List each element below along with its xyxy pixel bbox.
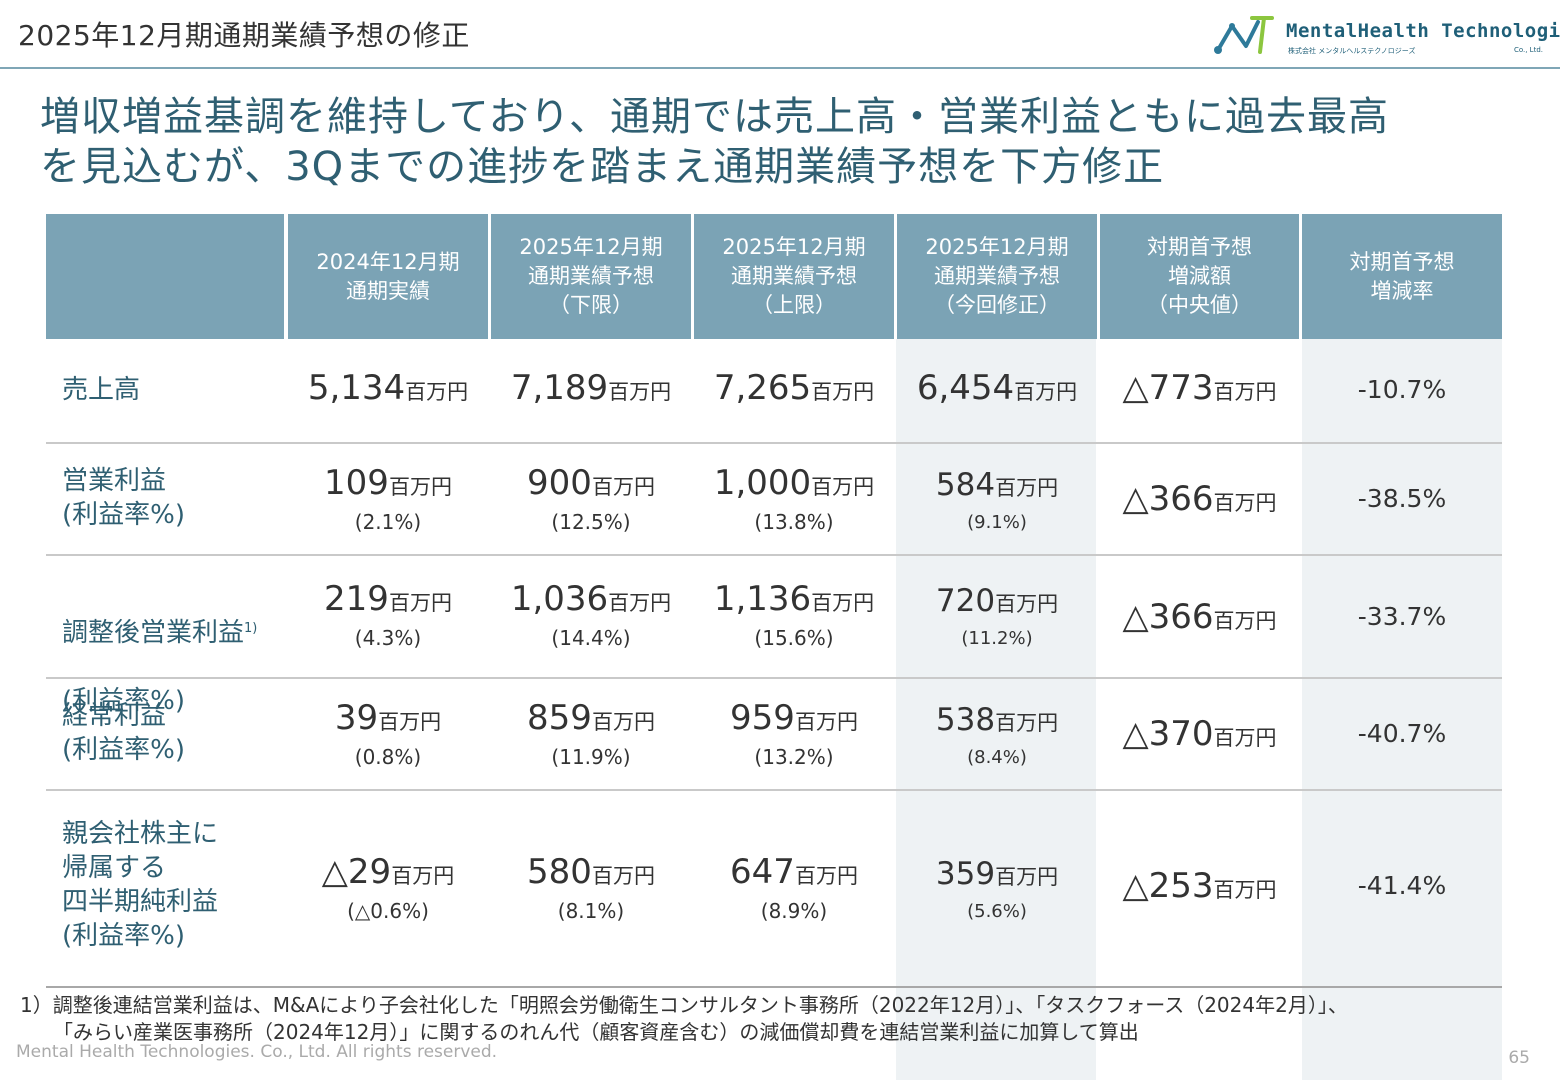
headline: 増収増益基調を維持しており、通期では売上高・営業利益ともに過去最高 を見込むが、…	[40, 92, 1520, 192]
headline-line-1: 増収増益基調を維持しており、通期では売上高・営業利益ともに過去最高	[40, 94, 1389, 140]
col-header-fy2025-upper: 2025年12月期 通期業績予想 （上限）	[694, 214, 894, 339]
row-label: 売上高	[62, 375, 141, 405]
header-title: 2025年12月期通期業績予想の修正	[18, 19, 470, 52]
table-row-operating-profit: 営業利益 (利益率%) 109百万円 (2.1%) 900百万円 (12.5%) 1…	[46, 444, 1502, 556]
row-label: 経常利益 (利益率%)	[62, 701, 185, 765]
table-row-net-income: 親会社株主に 帰属する 四半期純利益 (利益率%) △29百万円 (△0.6%) …	[46, 791, 1502, 988]
col-header-change-amount: 対期首予想 増減額 （中央値）	[1100, 214, 1299, 339]
col-header-fy2025-lower: 2025年12月期 通期業績予想 （下限）	[491, 214, 691, 339]
row-label: 調整後営業利益1) (利益率%)	[62, 618, 258, 716]
col-header-fy2025-revised: 2025年12月期 通期業績予想 （今回修正）	[897, 214, 1097, 339]
cell-value: 7,265百万円	[713, 368, 875, 408]
cell-value: 109百万円 (2.1%)	[324, 463, 452, 534]
footnote-line-2: 「みらい産業医事務所（2024年12月）」に関するのれん代（顧客資産含む）の減価…	[53, 1020, 1139, 1044]
page-number: 65	[1508, 1048, 1530, 1068]
cell-value: 859百万円 (11.9%)	[527, 698, 655, 769]
cell-value: △366百万円	[1122, 597, 1277, 637]
cell-value: △773百万円	[1122, 368, 1277, 408]
cell-value: 39百万円 (0.8%)	[334, 698, 442, 769]
cell-rate: -40.7%	[1357, 719, 1447, 748]
cell-value: 1,136百万円 (15.6%)	[713, 579, 875, 650]
cell-value: 580百万円 (8.1%)	[527, 852, 655, 923]
logo-name: MentalHealth Technologies	[1286, 20, 1560, 42]
logo-subtitle: 株式会社 メンタルヘルステクノロジーズ	[1288, 47, 1416, 55]
cell-value: △366百万円	[1122, 479, 1277, 519]
row-label: 営業利益 (利益率%)	[62, 466, 185, 530]
cell-value: 584百万円 (9.1%)	[935, 467, 1059, 533]
cell-value: 720百万円 (11.2%)	[935, 583, 1059, 649]
revised-column-highlight	[896, 339, 1096, 1080]
footnote-marker: 1)	[244, 621, 258, 636]
header-corner-cell	[46, 214, 284, 339]
col-header-change-rate: 対期首予想 増減率	[1302, 214, 1502, 339]
row-label: 親会社株主に 帰属する 四半期純利益 (利益率%)	[62, 819, 219, 951]
table-row-ordinary-profit: 経常利益 (利益率%) 39百万円 (0.8%) 859百万円 (11.9%) 95…	[46, 679, 1502, 791]
logo-coltd: Co., Ltd.	[1513, 46, 1543, 54]
col-header-fy2024-actual: 2024年12月期 通期実績	[288, 214, 488, 339]
company-logo: MentalHealth Technologies 株式会社 メンタルヘルステク…	[1212, 12, 1560, 60]
header-rule	[0, 67, 1560, 69]
cell-value: 5,134百万円	[307, 368, 469, 408]
table-row-adjusted-operating-profit: 調整後営業利益1) (利益率%) 219百万円 (4.3%) 1,036百万円 (1…	[46, 556, 1502, 716]
cell-rate: -38.5%	[1357, 484, 1447, 513]
headline-line-2: を見込むが、3Qまでの進捗を踏まえ通期業績予想を下方修正	[40, 144, 1165, 190]
cell-value: △29百万円 (△0.6%)	[321, 852, 455, 923]
cell-value: 538百万円 (8.4%)	[935, 702, 1059, 768]
table-header: 2024年12月期 通期実績 2025年12月期 通期業績予想 （下限） 202…	[46, 214, 1502, 339]
footnote-line-1: 1）調整後連結営業利益は、M&Aにより子会社化した「明照会労働衛生コンサルタント…	[20, 993, 1348, 1017]
cell-value: 1,000百万円 (13.8%)	[713, 463, 875, 534]
cell-value: 219百万円 (4.3%)	[324, 579, 452, 650]
cell-value: 959百万円 (13.2%)	[730, 698, 858, 769]
footnote: 1）調整後連結営業利益は、M&Aにより子会社化した「明照会労働衛生コンサルタント…	[20, 992, 1348, 1046]
cell-rate: -10.7%	[1357, 375, 1447, 404]
cell-rate: -33.7%	[1357, 602, 1447, 631]
cell-value: 900百万円 (12.5%)	[527, 463, 655, 534]
table-row-sales: 売上高 5,134百万円 7,189百万円 7,265百万円 6,454百万円 …	[46, 339, 1502, 444]
cell-value: △253百万円	[1122, 866, 1277, 906]
copyright: Mental Health Technologies. Co., Ltd. Al…	[16, 1042, 498, 1062]
cell-value: 7,189百万円	[510, 368, 672, 408]
cell-value: 1,036百万円 (14.4%)	[510, 579, 672, 650]
cell-value: 359百万円 (5.6%)	[935, 856, 1059, 922]
cell-value: △370百万円	[1122, 714, 1277, 754]
cell-value: 6,454百万円	[916, 368, 1078, 408]
cell-value: 647百万円 (8.9%)	[730, 852, 858, 923]
logo-mark-icon	[1214, 16, 1274, 54]
rate-column-highlight	[1302, 339, 1502, 1080]
cell-rate: -41.4%	[1357, 871, 1447, 900]
